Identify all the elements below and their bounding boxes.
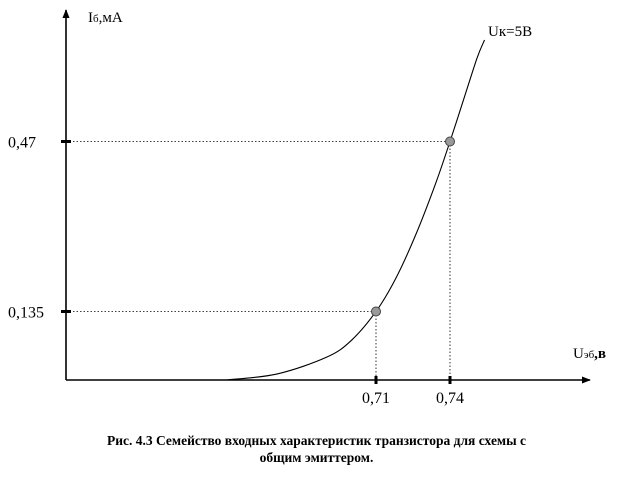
guide-lines <box>66 141 451 380</box>
data-point-0 <box>371 306 381 317</box>
axis-ticks <box>61 139 452 384</box>
y-axis-title: Iб,мА <box>88 10 123 26</box>
y-tick-label-0: 0,47 <box>8 134 36 151</box>
x-axis-title: Uэб,в <box>573 346 606 362</box>
figure-caption-line-2: общим эмиттером. <box>259 450 374 465</box>
data-point-markers <box>371 136 455 317</box>
series-label: Uк=5В <box>488 24 532 40</box>
x-tick-label-0: 0,71 <box>362 390 390 407</box>
tick-labels: 0,47 0,135 0,71 0,74 <box>8 134 464 407</box>
data-point-1 <box>445 136 455 147</box>
x-tick-label-1: 0,74 <box>436 390 464 407</box>
figure-caption-line-1: Рис. 4.3 Семейство входных характеристик… <box>106 433 527 448</box>
y-tick-label-1: 0,135 <box>8 304 44 321</box>
series-curve <box>226 39 486 381</box>
